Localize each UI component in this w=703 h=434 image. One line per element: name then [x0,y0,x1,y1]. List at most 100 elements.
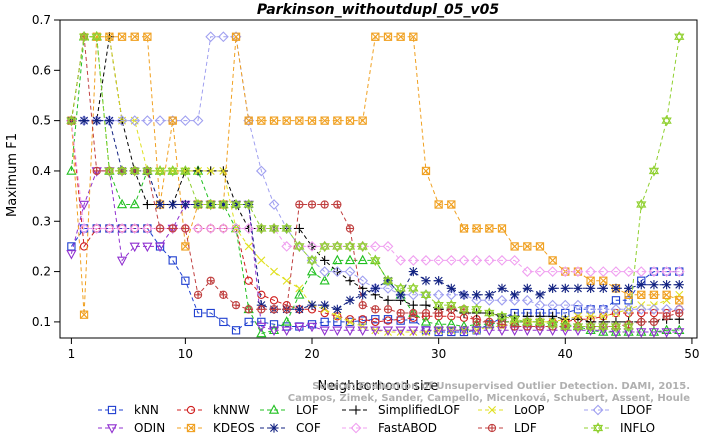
data-point-kdeos [333,116,342,125]
data-point-knn [269,320,279,329]
data-point-kdeos [523,242,532,251]
data-point-cof [421,276,431,286]
data-point-inflo [636,198,647,211]
data-point-inflo [104,165,115,177]
data-point-odin [661,328,672,338]
data-point-knnw [358,315,367,324]
data-point-simplifiedlof [421,300,431,310]
data-point-inflo [623,320,634,333]
legend-marker-ldf [487,423,497,433]
data-point-ldof [635,303,647,315]
x-tick-label: 20 [304,347,319,361]
series-fastabod [66,115,685,277]
data-point-odin [357,326,368,337]
legend: kNN kNNW LOF SimplifiedLOF LoOP LDOF ODIN KDEOS… [98,403,655,434]
data-point-lof [636,326,647,336]
data-point-fastabod [458,255,470,266]
data-point-inflo [446,299,457,311]
data-point-ldf [421,308,431,318]
data-point-knn [333,317,342,327]
legend-marker-inflo [592,422,604,434]
data-point-inflo [306,254,318,267]
data-point-cof [636,280,646,290]
data-point-cof [611,283,621,293]
data-point-inflo [408,282,419,295]
data-point-odin [370,326,381,337]
data-point-fastabod [648,266,660,277]
data-point-knn [320,317,329,327]
data-point-ldf [168,224,177,233]
data-point-inflo [547,318,558,331]
data-point-fastabod [205,223,217,234]
data-point-knn [244,317,253,327]
data-point-fastabod [230,223,242,234]
data-point-inflo [154,165,166,177]
data-point-odin [458,326,470,337]
data-point-fastabod [471,255,483,266]
data-point-fastabod [433,255,445,266]
data-point-ldf [662,312,671,321]
data-point-kdeos [358,116,367,125]
data-point-cof [459,290,469,300]
data-point-simplifiedlof [383,295,393,305]
data-point-kdeos [548,256,557,265]
data-point-lof [319,274,330,285]
legend-item-lof: LOF [260,403,319,417]
data-point-inflo [648,165,660,177]
data-point-fastabod [142,223,153,234]
legend-item-knnw: kNNW [177,403,250,417]
data-point-kdeos [117,32,127,41]
data-point-kdeos [510,242,519,251]
data-point-simplifiedlof [320,255,330,266]
data-point-knn [193,308,203,318]
data-point-odin [116,256,128,267]
legend-marker-lof [268,404,280,414]
data-point-fastabod [559,266,571,277]
data-point-kdeos [320,116,329,125]
data-point-cof [573,283,583,293]
data-point-ldf [358,300,367,310]
data-point-kdeos [675,296,684,305]
data-point-inflo [395,282,406,295]
data-point-lof [66,165,77,175]
data-point-kdeos [485,224,494,233]
data-point-odin [332,326,343,337]
data-point-knnw [219,224,228,233]
data-point-cof [307,300,317,310]
legend-label: SimplifiedLOF [378,403,460,417]
data-point-fastabod [306,241,318,252]
legend-marker-ldof [592,404,604,416]
data-point-cof [370,283,380,293]
data-point-lof [268,324,280,335]
legend-label: INFLO [620,421,655,434]
data-point-ldf [472,317,481,327]
data-point-inflo [509,313,520,325]
legend-marker-cof [269,423,279,433]
data-point-cof [256,300,266,310]
data-point-ldof [509,294,521,306]
data-point-knnw [649,308,659,318]
data-point-ldof [154,115,166,127]
data-point-ldof [572,299,584,311]
data-point-simplifiedlof [142,199,152,210]
data-point-cof [522,283,532,293]
legend-item-odin: ODIN [98,421,165,434]
data-point-cof [560,283,570,293]
legend-marker-loop [488,406,496,414]
data-point-cof [434,276,444,286]
data-point-kdeos [662,290,671,299]
data-point-inflo [268,222,280,235]
data-point-ldf [155,224,165,233]
data-point-inflo [585,320,596,333]
data-point-inflo [91,31,102,43]
data-point-inflo [522,316,533,328]
data-point-fastabod [534,266,546,277]
data-point-ldf [649,317,659,327]
data-point-ldof [407,289,419,301]
data-point-kdeos [459,224,469,233]
data-point-lof [446,318,457,329]
data-point-cof [168,199,178,210]
data-point-fastabod [104,223,115,234]
legend-label: LOF [296,403,319,417]
data-point-fastabod [635,266,647,277]
